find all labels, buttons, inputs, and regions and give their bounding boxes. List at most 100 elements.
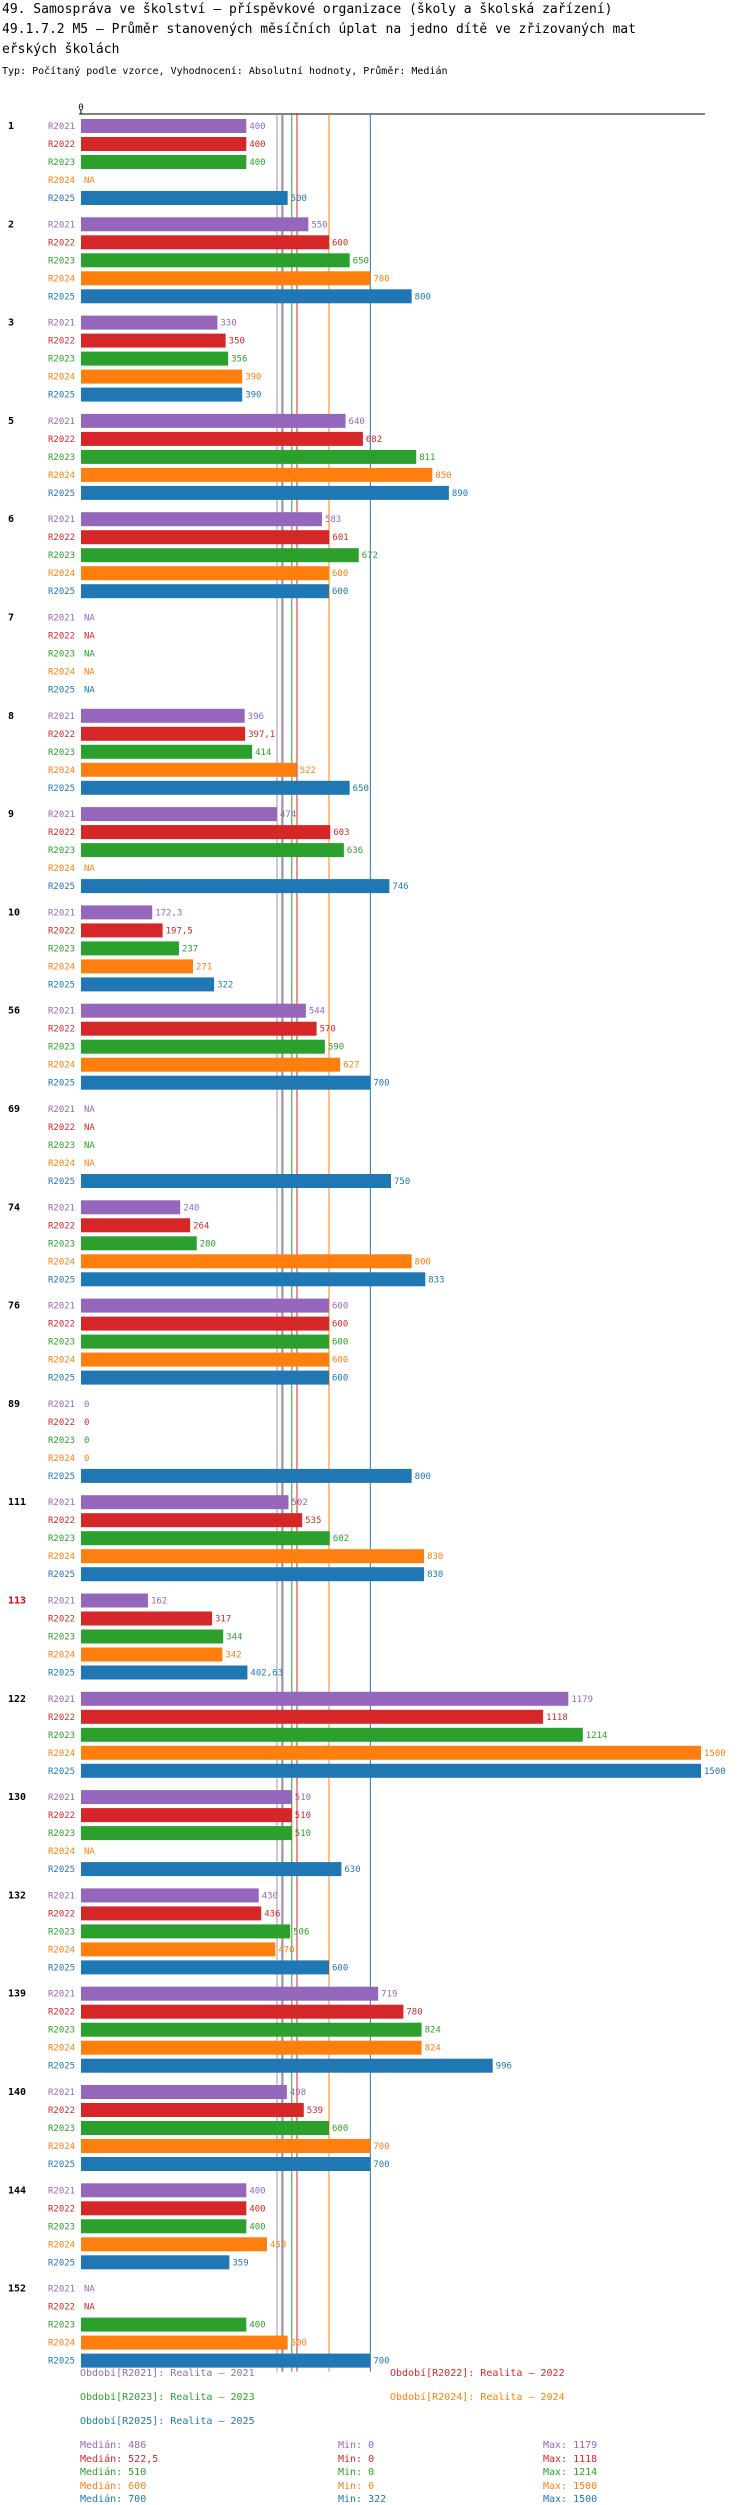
legend-period-r2024: Období[R2024]: Realita – 2024: [390, 2392, 565, 2403]
series-label-r2023: R2023: [48, 256, 75, 266]
value-label-89-r2021: 0: [84, 1400, 89, 1410]
series-label-r2022: R2022: [48, 2204, 75, 2214]
bar-152-r2023: [81, 2317, 247, 2332]
series-label-r2025: R2025: [48, 2062, 75, 2072]
chart-title-line-2: 49.1.7.2 M5 – Průměr stanovených měsíční…: [2, 22, 636, 37]
bar-2-r2024: [81, 271, 371, 286]
bar-140-r2025: [81, 2157, 371, 2171]
legend-max-r2022: Max: 1118: [543, 2453, 598, 2465]
value-label-111-r2021: 502: [291, 1498, 307, 1508]
series-label-r2023: R2023: [48, 2026, 75, 2036]
value-label-74-r2021: 240: [183, 1203, 199, 1213]
bar-132-r2024: [81, 1942, 276, 1957]
bar-5-r2023: [81, 449, 417, 464]
series-label-r2025: R2025: [48, 194, 75, 204]
value-label-2-r2024: 700: [373, 274, 389, 284]
bar-56-r2023: [81, 1039, 325, 1054]
bar-76-r2023: [81, 1334, 329, 1349]
series-label-r2023: R2023: [48, 1043, 75, 1053]
value-label-76-r2025: 600: [332, 1374, 348, 1384]
value-label-139-r2023: 824: [425, 2026, 441, 2036]
bar-122-r2023: [81, 1727, 583, 1742]
value-label-5-r2022: 682: [366, 435, 382, 445]
series-label-r2021: R2021: [48, 2186, 75, 2196]
bar-10-r2024: [81, 959, 194, 974]
value-label-5-r2021: 640: [349, 417, 365, 427]
bar-140-r2024: [81, 2139, 371, 2153]
value-label-152-r2023: 400: [249, 2321, 265, 2331]
bar-6-r2025: [81, 584, 329, 599]
group-label-3: 3: [8, 318, 14, 329]
bar-10-r2021: [81, 905, 153, 920]
series-label-r2025: R2025: [48, 1275, 75, 1285]
legend-max-r2025: Max: 1500: [543, 2494, 598, 2505]
series-label-r2022: R2022: [48, 337, 75, 347]
bar-9-r2023: [81, 843, 344, 858]
bar-6-r2024: [81, 566, 329, 581]
series-label-r2023: R2023: [48, 2124, 75, 2134]
chart-title-line-3: eřských školách: [2, 42, 120, 57]
value-label-2-r2025: 800: [415, 292, 431, 302]
bar-9-r2021: [81, 807, 277, 822]
series-label-r2025: R2025: [48, 882, 75, 892]
value-label-139-r2022: 780: [406, 2008, 422, 2018]
value-label-3-r2025: 390: [245, 391, 261, 401]
value-label-8-r2021: 396: [248, 712, 264, 722]
series-label-r2024: R2024: [48, 1061, 75, 1071]
series-label-r2025: R2025: [48, 686, 75, 696]
value-label-132-r2022: 436: [264, 1909, 280, 1919]
bar-140-r2021: [81, 2085, 287, 2099]
bar-122-r2021: [81, 1691, 569, 1706]
value-label-10-r2021: 172,3: [155, 908, 182, 918]
value-label-56-r2025: 700: [373, 1079, 389, 1089]
bar-140-r2023: [81, 2121, 329, 2135]
series-label-r2022: R2022: [48, 1320, 75, 1330]
legend-median-r2022: Medián: 522,5: [80, 2453, 159, 2465]
value-label-139-r2024: 824: [425, 2044, 441, 2054]
bar-122-r2024: [81, 1745, 701, 1760]
value-label-69-r2023: NA: [84, 1141, 95, 1151]
bar-8-r2021: [81, 708, 245, 723]
series-label-r2022: R2022: [48, 632, 75, 642]
value-label-56-r2024: 627: [343, 1061, 359, 1071]
bar-132-r2021: [81, 1888, 259, 1903]
bar-130-r2023: [81, 1826, 292, 1841]
series-label-r2022: R2022: [48, 730, 75, 740]
series-label-r2021: R2021: [48, 1007, 75, 1017]
series-label-r2022: R2022: [48, 1123, 75, 1133]
bar-74-r2022: [81, 1218, 191, 1233]
legend-median-r2025: Medián: 700: [80, 2494, 147, 2505]
series-label-r2023: R2023: [48, 551, 75, 561]
bar-56-r2024: [81, 1057, 341, 1072]
series-label-r2025: R2025: [48, 1865, 75, 1875]
bar-132-r2023: [81, 1924, 291, 1939]
value-label-1-r2022: 400: [249, 140, 265, 150]
series-label-r2024: R2024: [48, 569, 75, 579]
value-label-144-r2025: 359: [232, 2258, 248, 2268]
value-label-1-r2023: 400: [249, 158, 265, 168]
group-label-2: 2: [8, 219, 14, 230]
series-label-r2021: R2021: [48, 417, 75, 427]
group-label-5: 5: [8, 416, 14, 427]
bar-1-r2025: [81, 191, 288, 205]
value-label-76-r2024: 600: [332, 1356, 348, 1366]
value-label-8-r2023: 414: [255, 748, 271, 758]
value-label-69-r2025: 750: [394, 1177, 410, 1187]
series-label-r2024: R2024: [48, 962, 75, 972]
series-label-r2023: R2023: [48, 2222, 75, 2232]
bar-144-r2023: [81, 2219, 247, 2234]
value-label-144-r2021: 400: [249, 2186, 265, 2196]
legend-min-r2024: Min: 0: [338, 2480, 375, 2492]
series-label-r2024: R2024: [48, 1356, 75, 1366]
bar-89-r2025: [81, 1468, 412, 1483]
series-label-r2022: R2022: [48, 533, 75, 543]
bar-3-r2025: [81, 387, 243, 402]
x-axis-zero-label: 0: [78, 103, 83, 113]
bar-76-r2021: [81, 1298, 329, 1313]
value-label-3-r2023: 356: [231, 355, 247, 365]
bar-8-r2024: [81, 762, 297, 777]
value-label-140-r2021: 498: [290, 2088, 306, 2098]
bar-111-r2024: [81, 1549, 425, 1564]
bar-130-r2021: [81, 1790, 292, 1805]
value-label-113-r2023: 344: [226, 1633, 242, 1643]
